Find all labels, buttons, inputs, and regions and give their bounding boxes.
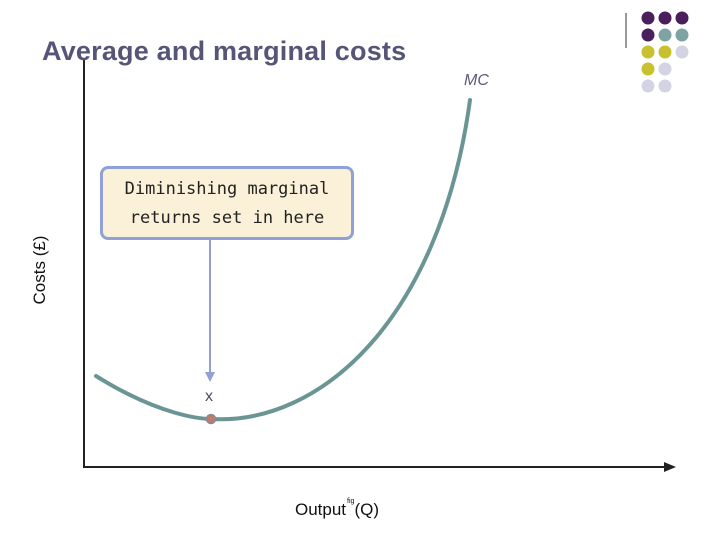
x-axis-label-unit: (Q) [354, 500, 379, 519]
callout-box: Diminishing marginal returns set in here [100, 166, 354, 240]
decorative-dot [658, 62, 672, 76]
decorative-dot [675, 45, 689, 59]
callout-line-2: returns set in here [129, 208, 325, 228]
x-axis-label: Outputfig(Q) [295, 498, 379, 520]
decorative-dot [658, 79, 672, 93]
decorative-dot [641, 45, 655, 59]
y-axis-label: Costs (£) [30, 235, 49, 305]
callout-arrowhead [205, 372, 215, 382]
decorative-dot [641, 28, 655, 42]
mc-curve-label: MC [464, 72, 489, 89]
minimum-point [205, 413, 217, 425]
decorative-dot-grid [641, 11, 689, 93]
x-axis-label-text: Output [295, 500, 347, 519]
decorative-dot [658, 11, 672, 25]
decorative-dot [658, 28, 672, 42]
x-axis-arrowhead [664, 462, 676, 472]
mc-curve [94, 98, 472, 422]
decorative-dot [641, 62, 655, 76]
decorative-dot [675, 28, 689, 42]
callout-line-1: Diminishing marginal [124, 179, 330, 199]
decorative-dot [658, 45, 672, 59]
slide-title: Average and marginal costs [42, 36, 407, 66]
minimum-marker-label: x [205, 388, 213, 405]
decorative-dot [641, 11, 655, 25]
decorative-dot [641, 79, 655, 93]
x-axis-label-superscript: fig [347, 498, 355, 505]
decorative-dot [675, 11, 689, 25]
